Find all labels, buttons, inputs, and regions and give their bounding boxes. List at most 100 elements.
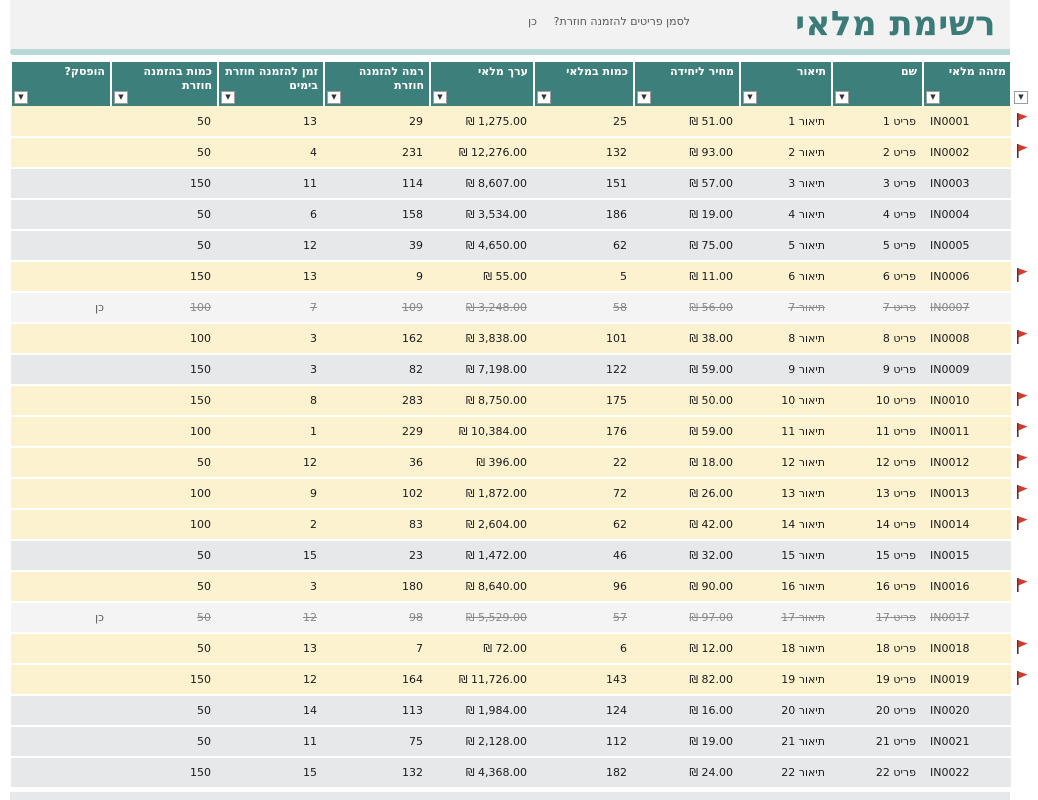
cell-qty[interactable]: 5	[534, 261, 634, 293]
filter-dropdown-icon[interactable]: ▼	[221, 91, 235, 104]
table-row[interactable]: 150 12 164 11,726.00 ₪ 143 82.00 ₪ תיאור 19 פרי…	[11, 664, 1011, 696]
cell-price[interactable]: 50.00 ₪	[634, 385, 740, 417]
cell-id[interactable]: IN0011	[923, 416, 1011, 448]
cell-qty[interactable]: 182	[534, 757, 634, 789]
cell-name[interactable]: פריט 9	[832, 354, 923, 386]
cell-level[interactable]: 113	[324, 695, 430, 727]
cell-id[interactable]: IN0001	[923, 106, 1011, 138]
col-header-reorder-qty[interactable]: כמות בהזמנה חוזרת ▼	[110, 62, 218, 106]
table-row[interactable]: 150 13 9 55.00 ₪ 5 11.00 ₪ תיאור 6 פריט 6 IN0006	[11, 261, 1011, 293]
cell-value[interactable]: 7,198.00 ₪	[430, 354, 534, 386]
col-header-reorder-days[interactable]: זמן להזמנה חוזרת בימים ▼	[217, 62, 324, 106]
cell-level[interactable]: 102	[324, 478, 430, 510]
cell-days[interactable]: 3	[218, 323, 324, 355]
cell-id[interactable]: IN0020	[923, 695, 1011, 727]
flag-reorder-value[interactable]: כן	[528, 15, 537, 28]
cell-name[interactable]: פריט 19	[832, 664, 923, 696]
cell-days[interactable]: 13	[218, 261, 324, 293]
cell-id[interactable]: IN0014	[923, 509, 1011, 541]
cell-disc[interactable]	[11, 416, 111, 448]
cell-desc[interactable]: תיאור 22	[740, 757, 832, 789]
cell-rqty[interactable]: 100	[111, 509, 218, 541]
cell-desc[interactable]: תיאור 11	[740, 416, 832, 448]
cell-id[interactable]: IN0019	[923, 664, 1011, 696]
cell-id[interactable]: IN0007	[923, 292, 1011, 324]
cell-name[interactable]: פריט 22	[832, 757, 923, 789]
cell-disc[interactable]	[11, 478, 111, 510]
cell-level[interactable]: 83	[324, 509, 430, 541]
filter-dropdown-icon[interactable]: ▼	[743, 91, 757, 104]
col-header-name[interactable]: שם ▼	[831, 62, 923, 106]
cell-desc[interactable]: תיאור 2	[740, 137, 832, 169]
cell-disc[interactable]	[11, 726, 111, 758]
cell-qty[interactable]: 124	[534, 695, 634, 727]
cell-rqty[interactable]: 50	[111, 199, 218, 231]
cell-rqty[interactable]: 50	[111, 602, 218, 634]
table-row[interactable]: 50 11 75 2,128.00 ₪ 112 19.00 ₪ תיאור 21 פריט 2…	[11, 726, 1011, 758]
cell-desc[interactable]: תיאור 19	[740, 664, 832, 696]
cell-id[interactable]: IN0022	[923, 757, 1011, 789]
cell-disc[interactable]	[11, 261, 111, 293]
cell-level[interactable]: 36	[324, 447, 430, 479]
cell-level[interactable]: 180	[324, 571, 430, 603]
cell-name[interactable]: פריט 15	[832, 540, 923, 572]
cell-level[interactable]: 132	[324, 757, 430, 789]
cell-rqty[interactable]: 150	[111, 354, 218, 386]
table-row[interactable]: 50 14 113 1,984.00 ₪ 124 16.00 ₪ תיאור 20 פריט …	[11, 695, 1011, 727]
cell-disc[interactable]	[11, 633, 111, 665]
cell-qty[interactable]: 57	[534, 602, 634, 634]
cell-name[interactable]: פריט 6	[832, 261, 923, 293]
cell-disc[interactable]	[11, 199, 111, 231]
cell-disc[interactable]	[11, 323, 111, 355]
cell-value[interactable]: 3,248.00 ₪	[430, 292, 534, 324]
cell-qty[interactable]: 176	[534, 416, 634, 448]
cell-id[interactable]: IN0015	[923, 540, 1011, 572]
cell-desc[interactable]: תיאור 12	[740, 447, 832, 479]
col-header-reorder-level[interactable]: רמה להזמנה חוזרת ▼	[323, 62, 430, 106]
cell-name[interactable]: פריט 2	[832, 137, 923, 169]
cell-rqty[interactable]: 50	[111, 540, 218, 572]
cell-id[interactable]: IN0003	[923, 168, 1011, 200]
cell-disc[interactable]	[11, 664, 111, 696]
cell-id[interactable]: IN0009	[923, 354, 1011, 386]
cell-level[interactable]: 29	[324, 106, 430, 138]
col-header-value[interactable]: ערך מלאי ▼	[429, 62, 534, 106]
cell-level[interactable]: 23	[324, 540, 430, 572]
cell-id[interactable]: IN0005	[923, 230, 1011, 262]
col-header-unit-price[interactable]: מחיר ליחידה ▼	[633, 62, 740, 106]
cell-price[interactable]: 16.00 ₪	[634, 695, 740, 727]
cell-rqty[interactable]: 50	[111, 695, 218, 727]
cell-disc[interactable]	[11, 354, 111, 386]
cell-id[interactable]: IN0006	[923, 261, 1011, 293]
cell-price[interactable]: 57.00 ₪	[634, 168, 740, 200]
cell-id[interactable]: IN0004	[923, 199, 1011, 231]
cell-id[interactable]: IN0018	[923, 633, 1011, 665]
cell-days[interactable]: 12	[218, 602, 324, 634]
cell-value[interactable]: 8,607.00 ₪	[430, 168, 534, 200]
cell-desc[interactable]: תיאור 6	[740, 261, 832, 293]
cell-name[interactable]: פריט 16	[832, 571, 923, 603]
cell-price[interactable]: 19.00 ₪	[634, 199, 740, 231]
cell-level[interactable]: 164	[324, 664, 430, 696]
cell-qty[interactable]: 186	[534, 199, 634, 231]
cell-rqty[interactable]: 50	[111, 571, 218, 603]
cell-desc[interactable]: תיאור 16	[740, 571, 832, 603]
cell-value[interactable]: 1,984.00 ₪	[430, 695, 534, 727]
cell-value[interactable]: 2,128.00 ₪	[430, 726, 534, 758]
cell-price[interactable]: 12.00 ₪	[634, 633, 740, 665]
cell-days[interactable]: 1	[218, 416, 324, 448]
cell-desc[interactable]: תיאור 4	[740, 199, 832, 231]
cell-rqty[interactable]: 100	[111, 416, 218, 448]
cell-level[interactable]: 109	[324, 292, 430, 324]
table-row[interactable]: 150 15 132 4,368.00 ₪ 182 24.00 ₪ תיאור 22 פריט…	[11, 757, 1011, 789]
cell-price[interactable]: 51.00 ₪	[634, 106, 740, 138]
filter-dropdown-icon[interactable]: ▼	[433, 91, 447, 104]
cell-level[interactable]: 82	[324, 354, 430, 386]
col-header-id[interactable]: מזהה מלאי ▼	[922, 62, 1011, 106]
filter-dropdown-icon[interactable]: ▼	[114, 91, 128, 104]
cell-qty[interactable]: 122	[534, 354, 634, 386]
cell-level[interactable]: 75	[324, 726, 430, 758]
table-row[interactable]: 100 9 102 1,872.00 ₪ 72 26.00 ₪ תיאור 13 פריט 1…	[11, 478, 1011, 510]
cell-desc[interactable]: תיאור 3	[740, 168, 832, 200]
cell-disc[interactable]	[11, 106, 111, 138]
